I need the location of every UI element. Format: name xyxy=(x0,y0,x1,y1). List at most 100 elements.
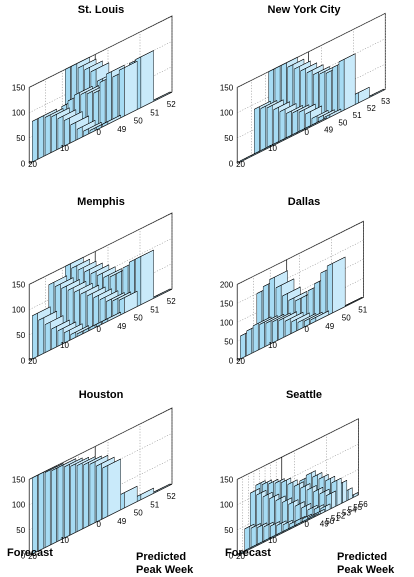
x-tick-label: 20 xyxy=(236,160,245,169)
panel-title: Houston xyxy=(79,389,124,401)
y-tick-label: 49 xyxy=(325,322,334,331)
z-tick-label: 50 xyxy=(16,526,25,535)
panel-0: 0 50 100 150 0 10 20 49 50 51 52 St. Louis xyxy=(12,4,176,169)
y-tick-label: 56 xyxy=(359,500,368,509)
z-tick-label: 50 xyxy=(224,526,233,535)
y-tick-label: 52 xyxy=(167,100,176,109)
y-tick-label: 52 xyxy=(336,511,345,520)
y-tick-label: 51 xyxy=(150,108,159,117)
x-tick-label: 20 xyxy=(28,160,37,169)
panel-4: 0 50 100 150 0 10 20 49 50 51 52 Houston Forecast Pre… xyxy=(7,389,194,576)
y-tick-label: 55 xyxy=(353,503,362,512)
y-tick-label: 49 xyxy=(320,520,329,529)
x-axis-label: Forecast xyxy=(225,547,271,559)
x-tick-label: 10 xyxy=(268,144,277,153)
bars xyxy=(239,53,384,163)
z-tick-label: 0 xyxy=(21,356,26,365)
bar xyxy=(102,458,121,519)
x-tick-label: 10 xyxy=(60,341,69,350)
z-tick-label: 100 xyxy=(220,109,234,118)
x-tick-label: 0 xyxy=(97,325,102,334)
bar xyxy=(310,310,329,324)
y-tick-label: 49 xyxy=(117,322,126,331)
y-tick-label: 51 xyxy=(150,500,159,509)
bars xyxy=(240,256,362,360)
bar xyxy=(352,86,370,106)
z-tick-label: 100 xyxy=(220,501,234,510)
bar xyxy=(118,61,138,119)
bars xyxy=(32,455,171,555)
z-tick-label: 50 xyxy=(16,134,25,143)
y-tick-label: 51 xyxy=(150,305,159,314)
panel-title: Dallas xyxy=(288,196,320,208)
y-tick-label: 53 xyxy=(381,97,390,106)
z-tick-label: 150 xyxy=(220,83,234,92)
panel-2: 0 50 100 150 0 10 20 49 50 51 52 Memphis xyxy=(12,196,176,366)
y-tick-label: 52 xyxy=(367,104,376,113)
y-tick-label: 51 xyxy=(353,111,362,120)
z-tick-label: 100 xyxy=(12,501,26,510)
panel-5: 050100150010204950515253545556SeattleFor… xyxy=(220,389,395,576)
x-tick-label: 20 xyxy=(28,357,37,366)
panel-title: Memphis xyxy=(77,196,125,208)
x-tick-label: 0 xyxy=(97,520,102,529)
z-tick-label: 50 xyxy=(224,337,233,346)
y-tick-label: 50 xyxy=(325,517,334,526)
z-tick-label: 150 xyxy=(12,280,26,289)
x-axis-label: Forecast xyxy=(7,547,53,559)
bars xyxy=(238,470,359,555)
y-tick-label: 52 xyxy=(167,492,176,501)
bar xyxy=(102,311,121,324)
x-tick-label: 10 xyxy=(60,536,69,545)
x-tick-label: 10 xyxy=(268,536,277,545)
y-axis-label-line2: Peak Week xyxy=(337,564,395,576)
y-tick-label: 49 xyxy=(117,517,126,526)
y-tick-label: 50 xyxy=(134,117,143,126)
y-tick-label: 50 xyxy=(134,314,143,323)
x-tick-label: 10 xyxy=(60,144,69,153)
bar xyxy=(135,50,154,111)
z-tick-label: 150 xyxy=(220,299,234,308)
z-tick-label: 0 xyxy=(229,551,234,560)
z-tick-label: 100 xyxy=(220,318,234,327)
z-tick-label: 200 xyxy=(220,280,234,289)
x-tick-label: 0 xyxy=(305,325,310,334)
z-tick-label: 150 xyxy=(12,475,26,484)
x-tick-label: 0 xyxy=(305,520,310,529)
x-tick-label: 10 xyxy=(268,341,277,350)
z-tick-label: 50 xyxy=(224,134,233,143)
bar xyxy=(135,249,154,308)
panel-title: St. Louis xyxy=(78,4,124,16)
x-tick-label: 20 xyxy=(28,552,37,561)
panel-title: New York City xyxy=(268,4,342,16)
y-tick-label: 50 xyxy=(338,118,347,127)
x-tick-label: 0 xyxy=(97,128,102,137)
x-tick-label: 20 xyxy=(236,552,245,561)
panel-1: 0 50 100 150 0 10 20 49 50 51 52 53 New York City xyxy=(220,4,391,169)
panel-title: Seattle xyxy=(286,389,322,401)
bar xyxy=(309,513,320,520)
bars xyxy=(32,50,171,163)
y-axis-label-line1: Predicted xyxy=(337,551,387,563)
y-tick-label: 49 xyxy=(117,125,126,134)
z-tick-label: 0 xyxy=(21,159,26,168)
bar xyxy=(118,290,138,316)
z-tick-label: 100 xyxy=(12,109,26,118)
z-tick-label: 0 xyxy=(229,159,234,168)
y-tick-label: 49 xyxy=(324,125,333,134)
x-tick-label: 0 xyxy=(305,128,310,137)
y-tick-label: 53 xyxy=(342,508,351,517)
y-tick-label: 54 xyxy=(348,506,357,515)
y-tick-label: 51 xyxy=(331,514,340,523)
bar xyxy=(326,256,346,316)
y-tick-label: 52 xyxy=(167,297,176,306)
z-tick-label: 150 xyxy=(220,475,234,484)
y-tick-label: 50 xyxy=(134,509,143,518)
y-tick-label: 51 xyxy=(358,305,367,314)
z-tick-label: 0 xyxy=(229,356,234,365)
z-tick-label: 100 xyxy=(12,306,26,315)
z-tick-label: 50 xyxy=(16,331,25,340)
bar xyxy=(338,53,356,113)
panel-3: 0 50 100 150 200 0 10 20 49 50 51 Dallas xyxy=(220,196,368,366)
